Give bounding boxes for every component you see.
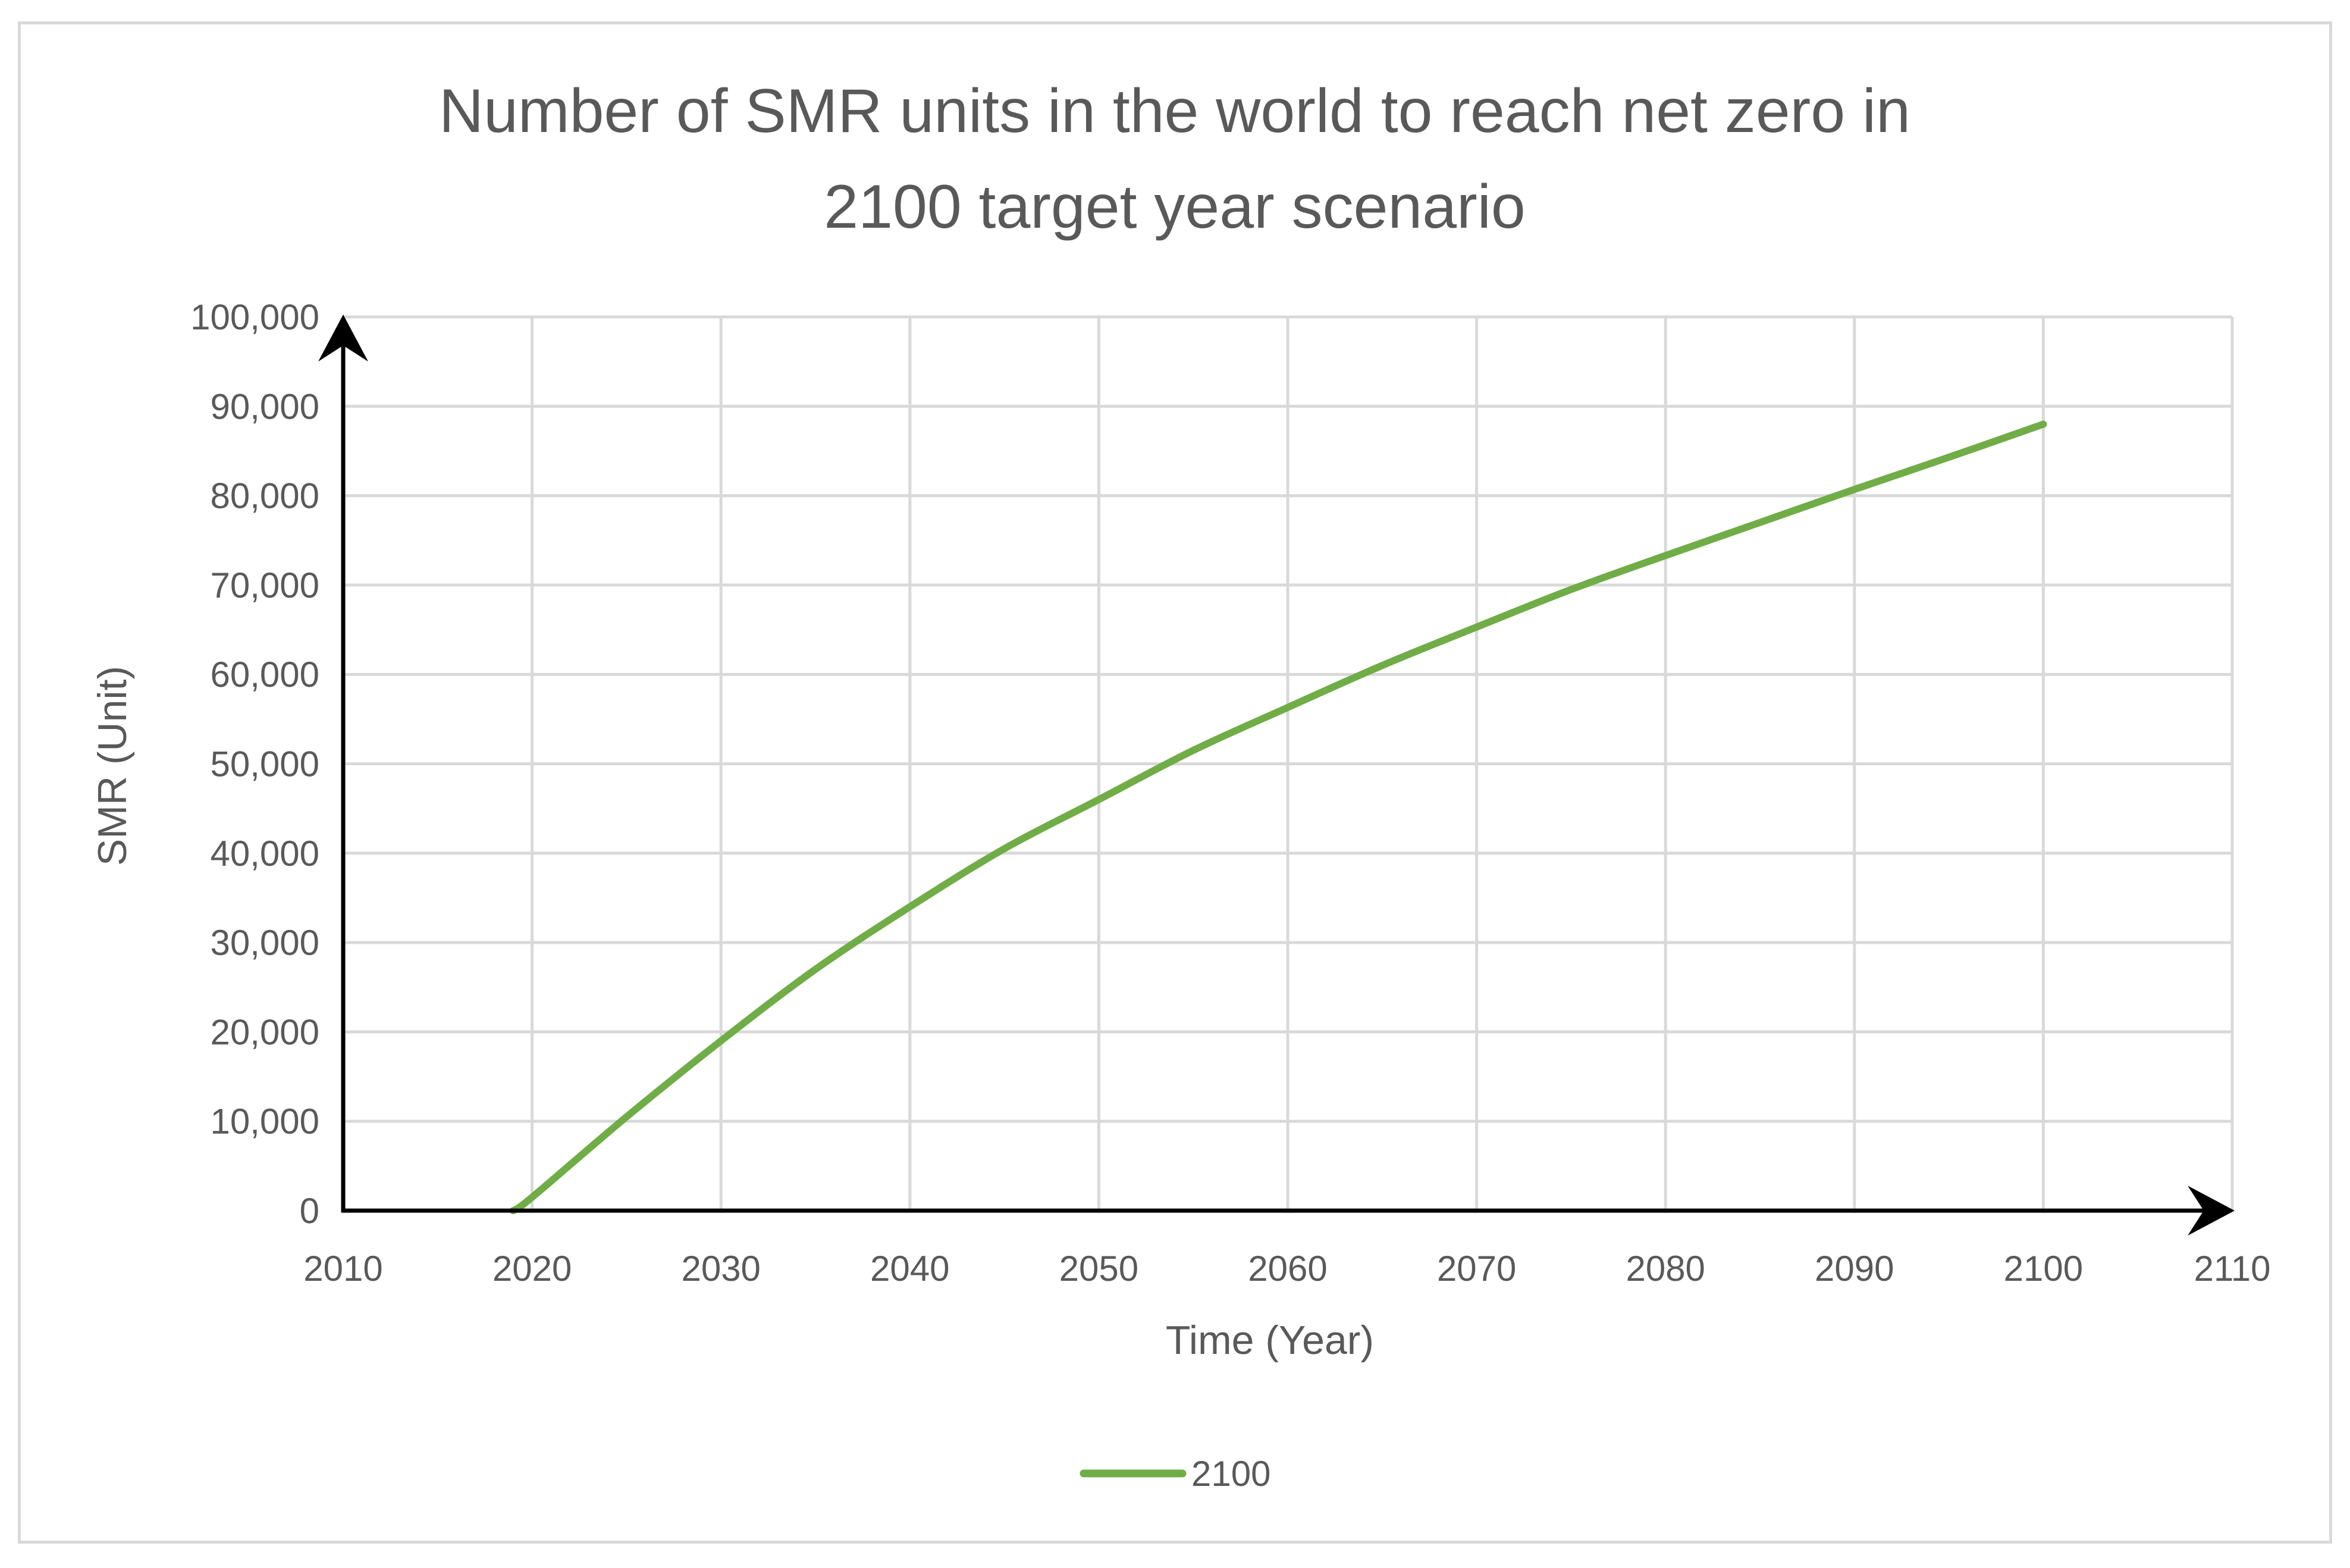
x-tick-label: 2070 bbox=[1437, 1249, 1516, 1289]
x-tick-label: 2050 bbox=[1059, 1249, 1138, 1289]
y-tick-label: 80,000 bbox=[210, 476, 319, 516]
series-line-2100 bbox=[509, 420, 2047, 1214]
y-tick-label: 40,000 bbox=[210, 834, 319, 873]
x-tick-label: 2040 bbox=[870, 1249, 949, 1289]
y-tick-label: 100,000 bbox=[190, 297, 319, 337]
x-axis-arrowhead bbox=[2188, 1186, 2235, 1236]
series-lines bbox=[509, 420, 2047, 1214]
x-axis-title: Time (Year) bbox=[1166, 1318, 1374, 1363]
chart-title: Number of SMR units in the world to reac… bbox=[439, 77, 1910, 241]
axes bbox=[318, 315, 2235, 1236]
y-tick-label: 90,000 bbox=[210, 386, 319, 426]
y-tick-label: 70,000 bbox=[210, 565, 319, 605]
y-tick-label: 0 bbox=[300, 1191, 319, 1231]
x-tick-label: 2090 bbox=[1815, 1249, 1894, 1289]
y-tick-label: 50,000 bbox=[210, 744, 319, 784]
x-tick-label: 2030 bbox=[681, 1249, 760, 1289]
x-axis-tick-labels: 2010 2020 2030 2040 2050 2060 2070 2080 2090 2100… bbox=[303, 1249, 2270, 1289]
legend-label-2100: 2100 bbox=[1191, 1454, 1270, 1494]
x-tick-label: 2060 bbox=[1248, 1249, 1327, 1289]
chart-title-line-2: 2100 target year scenario bbox=[824, 172, 1525, 241]
x-tick-label: 2080 bbox=[1626, 1249, 1705, 1289]
gridlines bbox=[343, 315, 2234, 1211]
y-tick-label: 30,000 bbox=[210, 923, 319, 963]
x-tick-label: 2010 bbox=[303, 1249, 382, 1289]
y-axis-arrowhead bbox=[318, 315, 368, 362]
y-tick-label: 10,000 bbox=[210, 1102, 319, 1142]
chart-frame bbox=[18, 21, 2332, 1544]
x-tick-label: 2020 bbox=[492, 1249, 572, 1289]
y-axis-tick-labels: 0 10,000 20,000 30,000 40,000 50,000 60,000 70,… bbox=[190, 297, 319, 1231]
y-tick-label: 60,000 bbox=[210, 655, 319, 695]
chart-title-line-1: Number of SMR units in the world to reac… bbox=[439, 77, 1910, 146]
legend: 2100 bbox=[1080, 1454, 1270, 1494]
y-axis-title: SMR (Unit) bbox=[90, 666, 135, 866]
y-tick-label: 20,000 bbox=[210, 1012, 319, 1052]
x-tick-label: 2110 bbox=[2194, 1249, 2270, 1289]
x-tick-label: 2100 bbox=[2004, 1249, 2083, 1289]
